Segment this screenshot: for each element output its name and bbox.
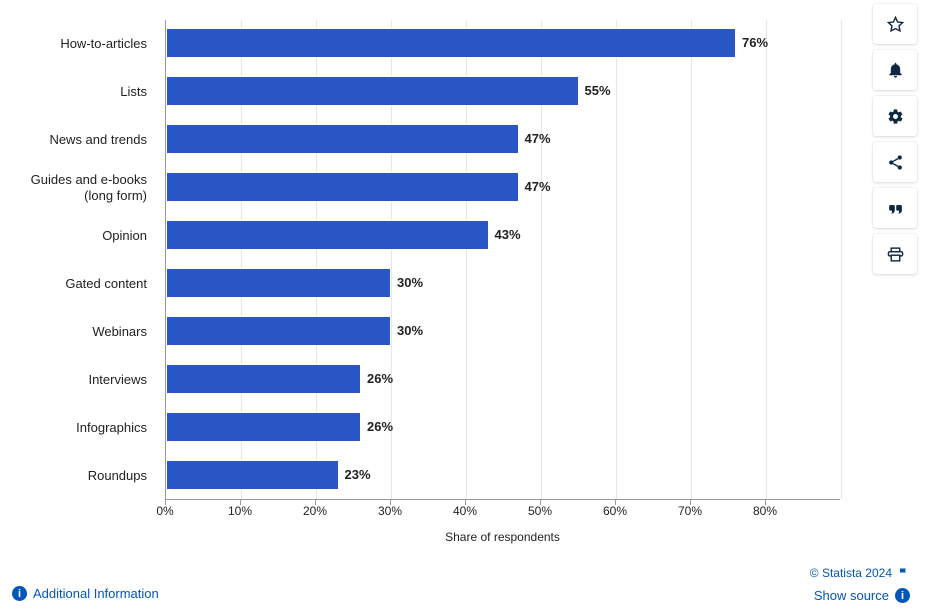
additional-info-text: Additional Information (33, 586, 159, 601)
bar[interactable] (166, 124, 519, 154)
bar-row: 43% (166, 212, 840, 260)
bar-row: 47% (166, 164, 840, 212)
bar[interactable] (166, 28, 736, 58)
bar-row: 23% (166, 452, 840, 500)
favorite-button[interactable] (873, 4, 917, 44)
bar-value-label: 30% (391, 268, 423, 298)
plot-area: 76% 55% 47% 47% 43% 30% 30% 26% 26% 23% (165, 20, 840, 500)
x-tick-label: 20% (303, 504, 327, 518)
bar-value-label: 43% (489, 220, 521, 250)
bar[interactable] (166, 412, 361, 442)
print-icon (887, 246, 904, 263)
bar-value-label: 55% (579, 76, 611, 106)
bar-value-label: 76% (736, 28, 768, 58)
category-label: Interviews (10, 356, 155, 404)
quote-icon (887, 200, 904, 217)
bar-row: 47% (166, 116, 840, 164)
bar-value-label: 47% (519, 172, 551, 202)
footer: © Statista 2024 Show source i i Addition… (10, 566, 915, 608)
category-label: Infographics (10, 404, 155, 452)
x-tick-label: 0% (156, 504, 173, 518)
bar[interactable] (166, 364, 361, 394)
toolbar (873, 4, 921, 274)
gear-icon (887, 108, 904, 125)
copyright-text: © Statista 2024 (810, 566, 892, 580)
chart-container: 76% 55% 47% 47% 43% 30% 30% 26% 26% 23% How-to-ar… (10, 10, 855, 570)
bar-value-label: 26% (361, 412, 393, 442)
bar-row: 30% (166, 308, 840, 356)
cite-button[interactable] (873, 188, 917, 228)
settings-button[interactable] (873, 96, 917, 136)
category-label: Roundups (10, 452, 155, 500)
show-source-link[interactable]: Show source i (814, 588, 910, 603)
category-label: Opinion (10, 212, 155, 260)
bar-row: 26% (166, 356, 840, 404)
bar[interactable] (166, 316, 391, 346)
x-tick-label: 60% (603, 504, 627, 518)
info-icon: i (895, 588, 910, 603)
copyright: © Statista 2024 (810, 566, 910, 580)
show-source-text: Show source (814, 588, 889, 603)
category-label: News and trends (10, 116, 155, 164)
category-label: Lists (10, 68, 155, 116)
category-label: Webinars (10, 308, 155, 356)
category-label: How-to-articles (10, 20, 155, 68)
x-tick-label: 70% (678, 504, 702, 518)
x-tick-label: 50% (528, 504, 552, 518)
bar[interactable] (166, 460, 339, 490)
bar[interactable] (166, 172, 519, 202)
star-icon (887, 16, 904, 33)
additional-info-link[interactable]: i Additional Information (12, 586, 159, 601)
info-icon: i (12, 586, 27, 601)
bar-value-label: 26% (361, 364, 393, 394)
bar-value-label: 30% (391, 316, 423, 346)
category-label: Gated content (10, 260, 155, 308)
print-button[interactable] (873, 234, 917, 274)
bar-value-label: 47% (519, 124, 551, 154)
share-icon (887, 154, 904, 171)
bar-row: 76% (166, 20, 840, 68)
bar[interactable] (166, 268, 391, 298)
notify-button[interactable] (873, 50, 917, 90)
x-tick-label: 10% (228, 504, 252, 518)
bell-icon (887, 62, 904, 79)
category-label: Guides and e-books (long form) (10, 164, 155, 212)
share-button[interactable] (873, 142, 917, 182)
bar[interactable] (166, 76, 579, 106)
bar-value-label: 23% (339, 460, 371, 490)
bar-row: 30% (166, 260, 840, 308)
x-tick-label: 80% (753, 504, 777, 518)
x-axis-label: Share of respondents (165, 530, 840, 544)
x-tick-label: 40% (453, 504, 477, 518)
bar[interactable] (166, 220, 489, 250)
flag-icon (898, 567, 910, 579)
gridline (841, 20, 842, 499)
x-tick-label: 30% (378, 504, 402, 518)
bar-row: 55% (166, 68, 840, 116)
bar-row: 26% (166, 404, 840, 452)
